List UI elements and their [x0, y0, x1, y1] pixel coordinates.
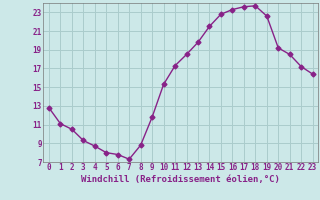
X-axis label: Windchill (Refroidissement éolien,°C): Windchill (Refroidissement éolien,°C) — [81, 175, 280, 184]
